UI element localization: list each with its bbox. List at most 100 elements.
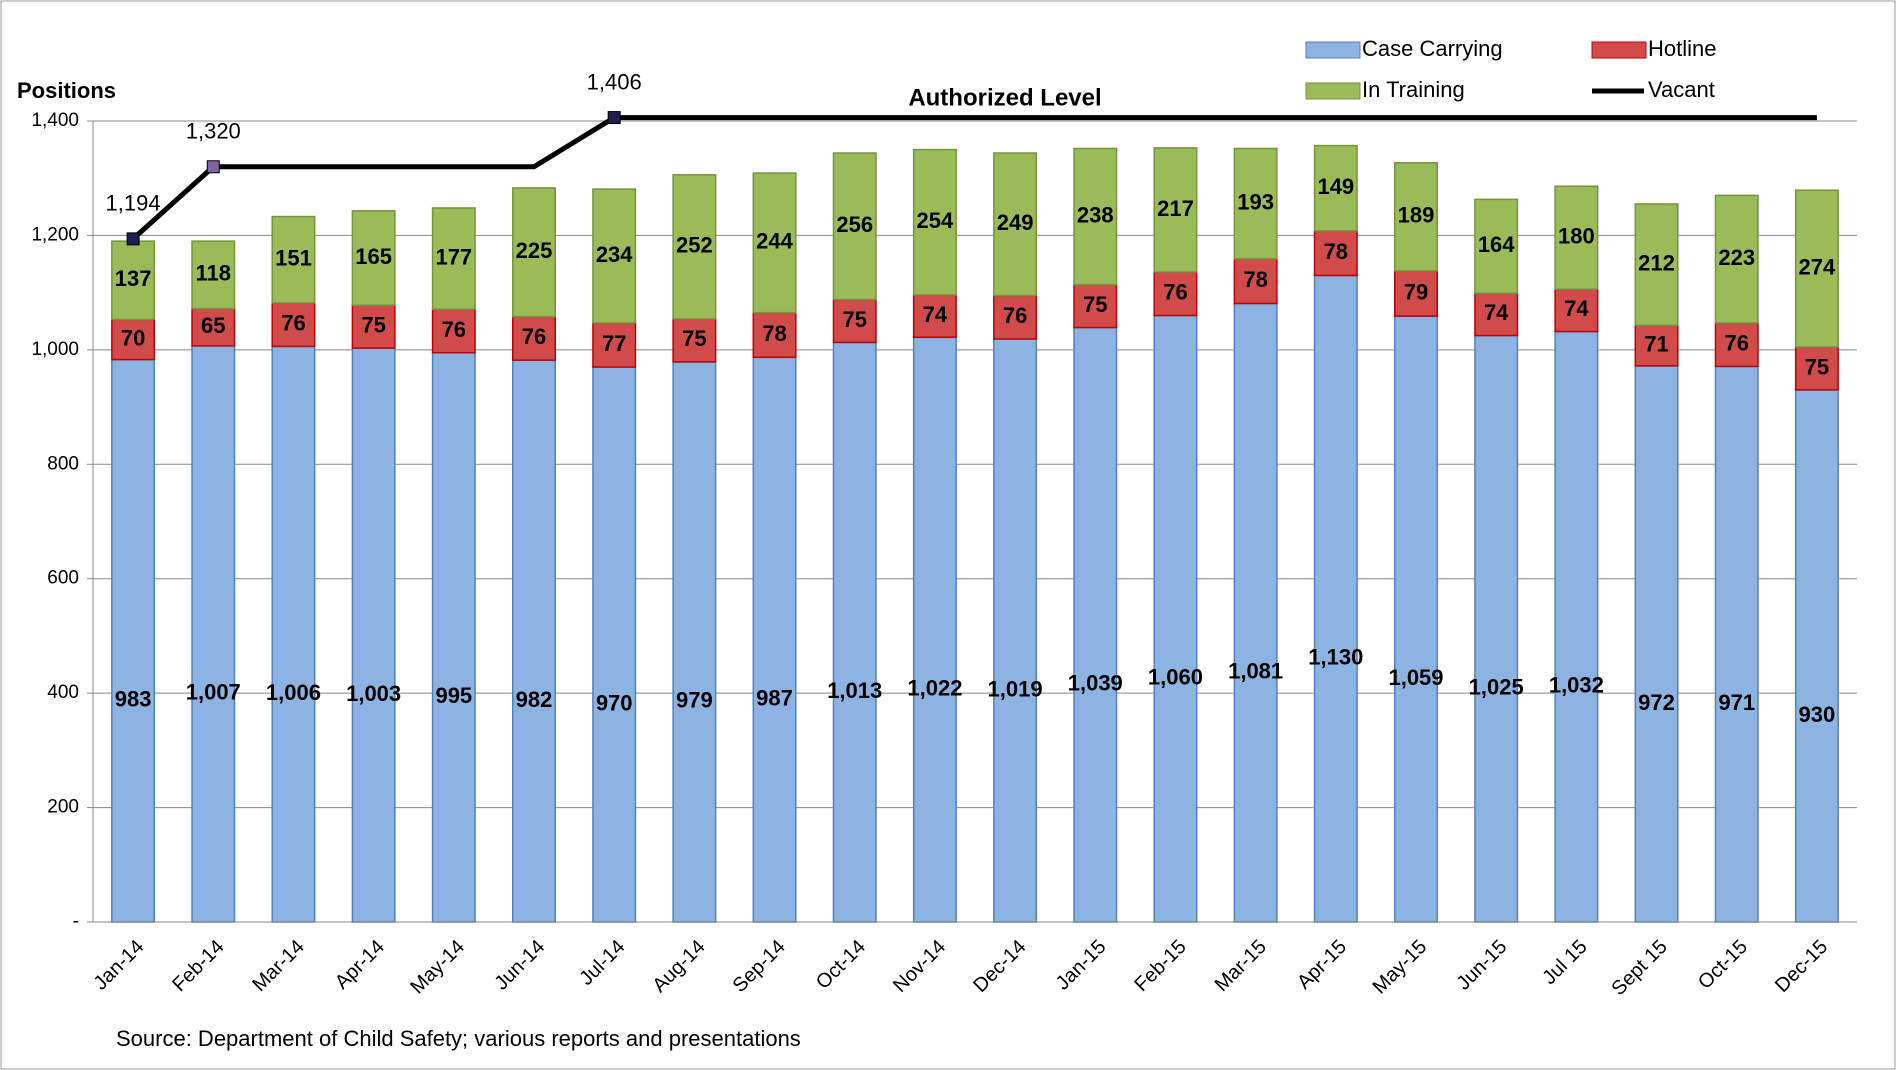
bar-segment — [271, 215, 316, 304]
bar-segment — [191, 240, 236, 310]
data-label: 75 — [1805, 354, 1829, 379]
bar-segment — [1794, 346, 1839, 391]
bar-segment — [993, 152, 1038, 297]
data-label: 1,025 — [1469, 675, 1524, 700]
data-label: 970 — [596, 690, 633, 715]
bar-segment — [1394, 315, 1438, 923]
bar-segment — [832, 341, 877, 923]
data-label: 70 — [121, 325, 145, 350]
data-label: 1,019 — [988, 676, 1043, 701]
data-label: 1,130 — [1308, 645, 1363, 670]
data-label: 118 — [196, 261, 232, 286]
line-label: 1,320 — [186, 119, 241, 144]
data-label: 979 — [676, 688, 713, 713]
bar-segment — [832, 152, 877, 301]
data-label: 1,013 — [827, 678, 882, 703]
y-tick-label: 1,200 — [31, 224, 79, 245]
bar-segment — [993, 338, 1038, 923]
bar-segment — [1233, 302, 1278, 923]
bar-segment — [111, 240, 156, 321]
bar-segment — [1554, 288, 1599, 333]
bar-segment — [1634, 365, 1679, 923]
bar-segment — [111, 318, 156, 361]
data-label: 238 — [1077, 202, 1114, 227]
bar-segment — [351, 347, 396, 923]
bar-segment — [1394, 270, 1438, 317]
bar-segment — [1313, 274, 1358, 923]
y-tick-label: 1,400 — [31, 110, 79, 131]
data-label: 244 — [756, 229, 793, 254]
line-label: 1,194 — [106, 191, 161, 216]
legend-swatch — [1591, 41, 1647, 59]
data-label: 76 — [442, 317, 466, 342]
data-label: 1,032 — [1549, 673, 1604, 698]
bar-segment — [1714, 194, 1759, 324]
data-label: 76 — [1163, 280, 1187, 305]
bar-segment — [1313, 230, 1358, 277]
data-label: 74 — [923, 302, 948, 327]
data-label: 74 — [1564, 296, 1589, 321]
legend-label: In Training — [1362, 77, 1465, 102]
bar-segment — [431, 207, 476, 310]
y-tick-label: - — [73, 911, 79, 932]
data-label: 177 — [435, 244, 472, 269]
bar-segment — [1714, 365, 1759, 923]
legend-swatch — [1305, 82, 1361, 100]
bar-segment — [672, 361, 717, 923]
bar-segment — [1394, 162, 1438, 272]
bar-segment — [1233, 147, 1278, 260]
bar-segment — [752, 172, 797, 314]
bar-segment — [1474, 334, 1519, 923]
source-note: Source: Department of Child Safety; vari… — [116, 1026, 801, 1051]
data-label: 78 — [762, 321, 786, 346]
bar-segment — [431, 308, 476, 354]
data-label: 78 — [1324, 239, 1348, 264]
data-label: 180 — [1558, 224, 1595, 249]
line-label: 1,406 — [587, 69, 642, 94]
data-label: 77 — [602, 331, 626, 356]
bar-segment — [1634, 203, 1679, 327]
bar-segment — [271, 345, 316, 923]
bar-segment — [1794, 389, 1839, 923]
bar-segment — [592, 188, 637, 324]
bar-segment — [1714, 322, 1759, 368]
bar-segment — [592, 366, 637, 923]
data-label: 252 — [676, 233, 713, 258]
data-label: 75 — [1083, 292, 1107, 317]
annotation: Authorized Level — [908, 84, 1101, 111]
data-label: 76 — [1003, 303, 1027, 328]
data-label: 217 — [1157, 196, 1194, 221]
data-label: 74 — [1484, 300, 1509, 325]
bar-segment — [111, 358, 156, 923]
data-label: 1,059 — [1388, 665, 1443, 690]
data-label: 223 — [1718, 245, 1755, 270]
bar-segment — [431, 351, 476, 923]
bar-segment — [912, 336, 957, 923]
data-label: 76 — [1724, 331, 1748, 356]
bar-segment — [1153, 271, 1198, 317]
bar-segment — [1153, 314, 1198, 923]
data-label: 78 — [1243, 267, 1267, 292]
bar-segment — [672, 318, 717, 363]
data-label: 1,081 — [1228, 659, 1283, 684]
data-label: 76 — [522, 324, 546, 349]
bar-segment — [1073, 326, 1118, 923]
data-label: 79 — [1404, 279, 1428, 304]
bar-segment — [752, 356, 797, 923]
data-label: 972 — [1638, 690, 1675, 715]
bar-segment — [191, 307, 236, 347]
legend-label: Case Carrying — [1362, 36, 1503, 61]
data-label: 1,006 — [266, 680, 321, 705]
bar-segment — [271, 302, 316, 348]
data-label: 1,039 — [1068, 671, 1123, 696]
data-label: 995 — [435, 683, 472, 708]
data-label: 1,007 — [186, 680, 241, 705]
data-label: 149 — [1317, 174, 1354, 199]
bar-segment — [512, 359, 556, 923]
y-tick-label: 600 — [47, 568, 79, 589]
y-tick-label: 1,000 — [31, 339, 79, 360]
data-label: 274 — [1799, 254, 1836, 279]
data-label: 151 — [275, 246, 312, 271]
bar-segment — [512, 187, 556, 318]
